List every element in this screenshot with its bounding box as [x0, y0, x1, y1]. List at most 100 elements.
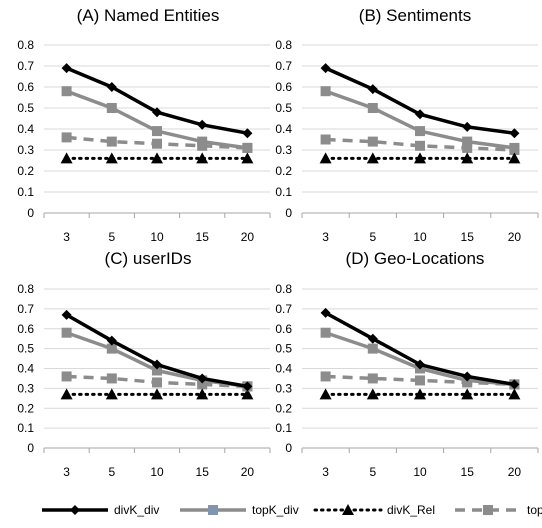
data-point-divK_div: [320, 63, 331, 74]
x-tick-label: 20: [508, 230, 522, 244]
data-point-divK_div: [106, 335, 117, 346]
x-tick-label: 15: [461, 230, 475, 244]
data-point-divK_div: [320, 307, 331, 318]
x-tick-label: 15: [196, 465, 210, 479]
x-tick-label: 3: [322, 230, 329, 244]
y-tick-label: 0.6: [275, 322, 292, 336]
x-tick-label: 20: [241, 230, 255, 244]
chart-panel: (D) Geo-Locations 0 0.1 0.2 0.3 0.4 0.5 0.6 0.7 0…: [275, 249, 539, 479]
data-point-divK_Rel: [414, 388, 426, 400]
x-tick-label: 3: [63, 465, 70, 479]
data-point-divK_Rel: [151, 388, 163, 400]
y-tick-label: 0.4: [275, 122, 292, 136]
y-tick-label: 0.3: [17, 381, 34, 395]
data-point-topK_div: [509, 142, 520, 153]
chart-panel: (A) Named Entities 0 0.1 0.2 0.3 0.4 0.5 0.6 0.7…: [17, 6, 271, 244]
data-point-divK_Rel: [508, 388, 521, 400]
data-point-topK_div: [106, 343, 117, 354]
data-point-topK_Rel: [61, 371, 72, 382]
data-point-divK_div: [197, 119, 208, 130]
data-point-topK_div: [197, 136, 208, 147]
data-point-topK_Rel: [367, 373, 378, 384]
chart-panel: (C) userIDs 0 0.1 0.2 0.3 0.4 0.5 0.6 0.7 0.8 3 5 10…: [17, 249, 271, 479]
data-point-divK_Rel: [461, 388, 474, 400]
data-point-topK_div: [320, 327, 331, 338]
data-point-divK_div: [61, 309, 72, 320]
data-point-divK_Rel: [366, 152, 379, 164]
y-tick-label: 0.5: [17, 101, 34, 115]
data-point-divK_Rel: [60, 388, 73, 400]
y-tick-label: 0.5: [275, 101, 292, 115]
data-point-topK_div: [152, 365, 162, 376]
data-point-topK_div: [242, 142, 253, 153]
y-tick-label: 0.6: [17, 322, 34, 336]
chart-title: (A) Named Entities: [77, 6, 220, 25]
y-tick-label: 0: [285, 206, 292, 220]
data-point-divK_Rel: [196, 388, 209, 400]
y-tick-label: 0.1: [275, 185, 292, 199]
data-point-divK_div: [242, 381, 253, 392]
y-tick-label: 0.4: [17, 122, 34, 136]
data-point-divK_div: [242, 128, 253, 139]
y-tick-label: 0.8: [275, 38, 292, 52]
data-point-divK_Rel: [241, 152, 254, 164]
y-tick-label: 0.6: [17, 80, 34, 94]
y-tick-label: 0.3: [17, 143, 34, 157]
data-point-topK_div: [367, 343, 378, 354]
y-tick-label: 0.8: [275, 282, 292, 296]
y-tick-label: 0: [285, 441, 292, 455]
x-tick-label: 10: [413, 465, 427, 479]
data-point-topK_div: [61, 86, 72, 97]
data-point-divK_Rel: [105, 152, 118, 164]
x-tick-label: 5: [108, 465, 115, 479]
data-point-divK_div: [197, 373, 208, 384]
data-point-divK_div: [152, 107, 162, 118]
legend-marker: [208, 505, 218, 515]
y-tick-label: 0.5: [275, 342, 292, 356]
y-tick-label: 0.7: [275, 59, 292, 73]
x-tick-label: 15: [461, 465, 475, 479]
data-point-topK_Rel: [152, 377, 162, 388]
data-point-topK_div: [61, 327, 72, 338]
data-point-topK_Rel: [415, 140, 425, 151]
data-point-topK_Rel: [320, 371, 331, 382]
y-tick-label: 0.7: [275, 302, 292, 316]
y-tick-label: 0: [27, 441, 34, 455]
legend-marker: [342, 504, 354, 515]
series-line-topK_div: [325, 89, 515, 150]
chart-title: (B) Sentiments: [359, 6, 471, 25]
y-tick-label: 0.3: [275, 381, 292, 395]
y-tick-label: 0.2: [275, 401, 292, 415]
data-point-divK_div: [415, 109, 425, 120]
x-tick-label: 5: [108, 230, 115, 244]
data-point-divK_Rel: [319, 388, 332, 400]
data-point-divK_Rel: [508, 152, 521, 164]
y-tick-label: 0.6: [275, 80, 292, 94]
data-point-topK_Rel: [367, 136, 378, 147]
data-point-divK_Rel: [366, 388, 379, 400]
x-tick-label: 20: [241, 465, 255, 479]
y-tick-label: 0.8: [17, 38, 34, 52]
chart-panel: (B) Sentiments 0 0.1 0.2 0.3 0.4 0.5 0.6 0.7 0.8 3…: [275, 6, 539, 244]
data-point-topK_div: [106, 103, 117, 113]
data-point-divK_div: [415, 359, 425, 370]
x-tick-label: 15: [196, 230, 210, 244]
x-tick-label: 10: [413, 230, 427, 244]
data-point-topK_Rel: [462, 142, 473, 153]
data-point-topK_Rel: [106, 136, 117, 147]
x-tick-label: 20: [508, 465, 522, 479]
legend-label: divK_Rel: [387, 503, 435, 517]
y-tick-label: 0.7: [17, 59, 34, 73]
chart-title: (C) userIDs: [105, 249, 192, 268]
data-point-divK_Rel: [105, 388, 118, 400]
series-line-divK_div: [65, 313, 248, 389]
data-point-topK_Rel: [320, 134, 331, 145]
x-tick-label: 3: [63, 230, 70, 244]
data-point-divK_div: [152, 359, 162, 370]
data-point-divK_div: [106, 82, 117, 92]
y-tick-label: 0.3: [275, 143, 292, 157]
data-point-topK_Rel: [415, 375, 425, 386]
y-tick-label: 0: [27, 206, 34, 220]
data-point-topK_Rel: [152, 138, 162, 149]
data-point-divK_Rel: [151, 152, 163, 164]
